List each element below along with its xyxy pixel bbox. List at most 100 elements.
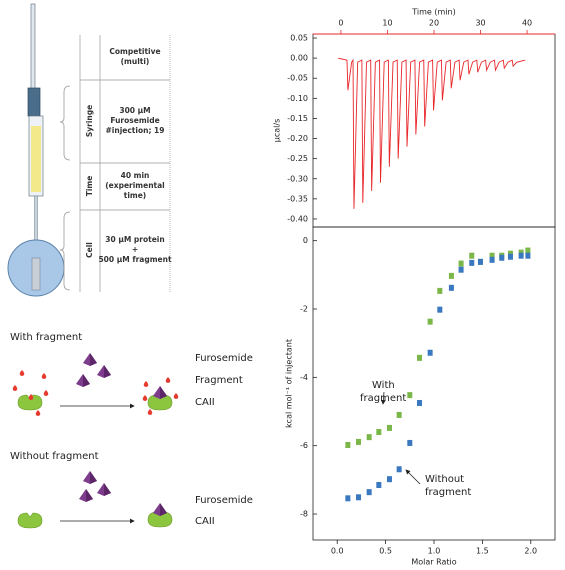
- y-axis-title: kcal mol⁻¹ of injectant: [285, 339, 294, 428]
- row-label: Cell: [85, 242, 94, 258]
- annotation: fragment: [425, 487, 471, 498]
- legend-label: CAII: [195, 516, 215, 527]
- y-tick-label: -0.30: [287, 174, 308, 183]
- y-axis-title: µcal/s: [273, 119, 282, 142]
- fragment-icon: [143, 381, 149, 387]
- x-tick-label: 0.5: [379, 547, 392, 556]
- point: [507, 250, 513, 257]
- point: [469, 252, 475, 259]
- point: [376, 429, 382, 436]
- y-tick-label: 0.00: [290, 54, 308, 63]
- y-tick-label: -6: [300, 441, 308, 450]
- x-tick-label: 2.0: [524, 547, 537, 556]
- point: [427, 349, 433, 356]
- fragment-icon: [28, 394, 34, 400]
- legend-label: Fragment: [195, 375, 243, 386]
- point: [507, 253, 513, 260]
- point: [437, 287, 443, 294]
- point: [366, 489, 372, 496]
- point: [345, 495, 351, 502]
- y-tick-label: -0.40: [287, 214, 308, 223]
- point: [525, 247, 531, 254]
- fragment-icon: [35, 410, 41, 416]
- legend-label: Furosemide: [195, 495, 253, 506]
- x-tick-label: 40: [522, 19, 532, 28]
- fragment-icon: [142, 395, 148, 401]
- y-tick-label: 0.05: [290, 34, 308, 43]
- x-tick-label: 10: [382, 19, 392, 28]
- x-tick-label: 20: [429, 19, 439, 28]
- point: [477, 258, 483, 265]
- x-axis-title: Time (min): [411, 8, 455, 17]
- y-tick-label: 0: [303, 236, 308, 245]
- annotation: fragment: [360, 393, 406, 404]
- fragment-icon: [173, 393, 179, 399]
- scheme-title: With fragment: [10, 332, 82, 343]
- syringe-drawing: [7, 3, 65, 297]
- x-tick-label: 1.0: [428, 547, 441, 556]
- furosemide-icon: [97, 483, 111, 496]
- point: [407, 439, 413, 446]
- y-tick-label: -0.10: [287, 94, 308, 103]
- point: [518, 252, 524, 259]
- fragment-icon: [43, 390, 49, 396]
- y-tick-label: -0.05: [287, 74, 308, 83]
- point: [396, 466, 402, 473]
- caii-icon: [17, 512, 43, 529]
- point: [489, 252, 495, 259]
- y-tick-label: -0.20: [287, 134, 308, 143]
- x-axis-title: Molar Ratio: [411, 558, 456, 567]
- point: [437, 306, 443, 313]
- brace: [59, 211, 71, 291]
- point: [376, 481, 382, 488]
- table-header: Competitive: [109, 47, 160, 56]
- annotation-arrow: [405, 469, 421, 485]
- schemes: With fragment Furosemide Fragment CAII Witho…: [10, 332, 253, 529]
- point: [458, 260, 464, 267]
- furosemide-icon: [83, 353, 97, 366]
- cell-text: #injection; 19: [106, 126, 165, 135]
- cell-text: Furosemide: [110, 116, 159, 125]
- point: [427, 318, 433, 325]
- point: [366, 434, 372, 441]
- x-tick-label: 0: [338, 19, 343, 28]
- annotation: Without: [425, 474, 464, 485]
- y-tick-label: -2: [300, 305, 308, 314]
- point: [499, 254, 505, 261]
- cell-text: time): [124, 191, 147, 200]
- y-tick-label: -4: [300, 373, 308, 382]
- point: [458, 266, 464, 273]
- annotation-arrow: [380, 391, 386, 405]
- annotation: With: [372, 380, 395, 391]
- legend-label: CAII: [195, 397, 215, 408]
- point: [448, 284, 454, 291]
- point: [407, 392, 413, 399]
- cell-text: (experimental: [105, 181, 165, 190]
- fragment-icon: [165, 377, 171, 383]
- y-tick-label: -8: [300, 510, 308, 519]
- scheme-title: Without fragment: [10, 451, 99, 462]
- fragment-icon: [41, 373, 47, 379]
- point: [355, 438, 361, 445]
- point: [518, 249, 524, 256]
- table-header: (multi): [121, 57, 150, 66]
- point: [345, 442, 351, 449]
- trace: [338, 57, 526, 209]
- y-tick-label: -0.25: [287, 154, 308, 163]
- brace: [59, 85, 71, 161]
- row-label: Syringe: [85, 105, 94, 137]
- furosemide-icon: [79, 489, 93, 502]
- point: [525, 252, 531, 259]
- row-label: Time: [85, 176, 94, 197]
- x-tick-label: 1.5: [476, 547, 489, 556]
- furosemide-icon: [76, 374, 90, 387]
- cell-text: 40 min: [121, 171, 150, 180]
- plot-frame: [312, 33, 556, 228]
- point: [489, 256, 495, 263]
- point: [355, 494, 361, 501]
- cell-text: +: [132, 245, 138, 254]
- fragment-icon: [12, 385, 18, 391]
- legend-label: Furosemide: [195, 353, 253, 364]
- cell-text: 500 µM fragment: [98, 255, 171, 264]
